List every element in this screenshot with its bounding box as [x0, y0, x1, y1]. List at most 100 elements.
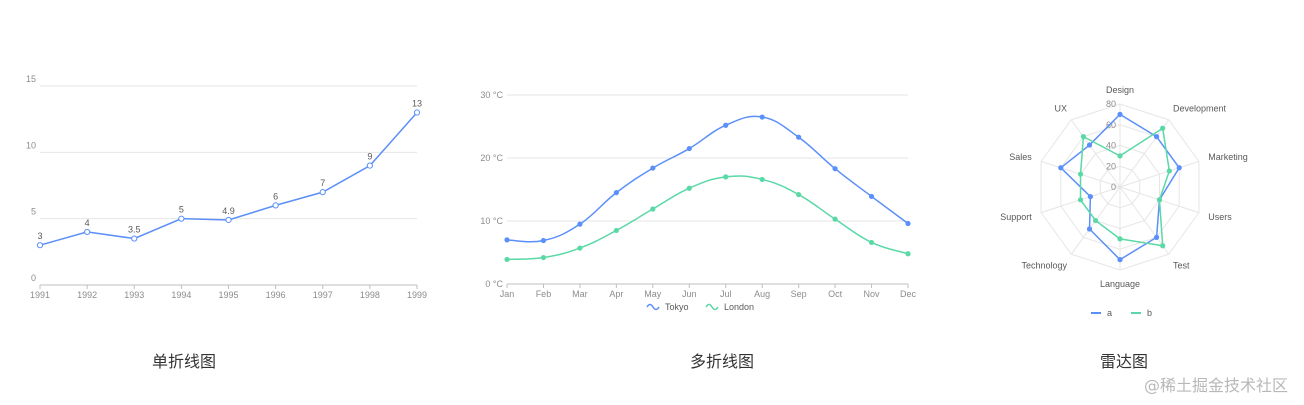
data-point [1156, 197, 1163, 203]
data-point [613, 190, 619, 196]
data-point [796, 191, 802, 198]
data-point [1117, 153, 1123, 159]
data-label: 3 [37, 231, 42, 241]
x-tick-label: 1993 [124, 290, 144, 300]
data-point [868, 239, 875, 246]
data-point [36, 242, 44, 249]
data-point [832, 216, 838, 222]
x-tick-label: 1996 [266, 290, 286, 300]
radar-chart: Design Development Marketing Users Test Langu… [1000, 85, 1248, 318]
radar-axis-label: Support [1000, 212, 1032, 222]
data-point [1117, 111, 1123, 117]
data-label: 13 [412, 99, 422, 109]
data-point [225, 216, 232, 224]
data-point [504, 256, 510, 263]
radar-axis-label: Language [1100, 279, 1140, 289]
data-point [1086, 226, 1093, 232]
radar-axis-label: Design [1106, 85, 1134, 95]
legend-label: London [724, 302, 754, 312]
legend-label: b [1147, 308, 1152, 318]
x-tick-label: May [644, 289, 662, 299]
data-label: 4.9 [222, 206, 235, 216]
x-tick-label: Jun [682, 289, 697, 299]
data-point [723, 122, 729, 128]
x-tick-label: Dec [900, 289, 917, 299]
y-tick-label: 30 °C [480, 90, 503, 100]
data-point [366, 162, 373, 169]
x-tick-label: Mar [572, 289, 588, 299]
y-tick-label: 10 [26, 140, 36, 150]
data-point [1117, 236, 1123, 242]
radar-axis-line [1119, 119, 1170, 188]
single-line-chart-caption: 单折线图 [151, 352, 217, 371]
data-label: 3.5 [128, 225, 141, 235]
data-point [272, 202, 279, 209]
single-line-chart: 0 5 10 15 1991 1992 1993 1994 1995 1996 1997 1998 19… [26, 74, 427, 300]
data-point [1058, 165, 1064, 171]
y-tick-label: 0 °C [485, 279, 503, 289]
data-point [686, 145, 692, 152]
watermark: @稀土掘金技术社区 [1143, 376, 1288, 395]
data-point [723, 174, 729, 180]
radar-chart-caption: 雷达图 [1099, 352, 1149, 371]
data-point [1176, 165, 1182, 171]
data-point [319, 189, 326, 196]
data-point [413, 109, 421, 116]
x-tick-label: Oct [828, 289, 843, 299]
radar-axis-line [1070, 119, 1121, 188]
data-point [1166, 168, 1172, 174]
legend-marker [646, 303, 660, 311]
x-tick-label: 1997 [313, 290, 333, 300]
data-point [1086, 142, 1093, 148]
radar-series-b [1079, 126, 1171, 247]
data-point [577, 221, 583, 227]
radar-tick-label: 0 [1111, 182, 1116, 192]
x-tick-label: 1991 [30, 290, 50, 300]
y-tick-label: 20 °C [480, 153, 503, 163]
x-tick-label: Jul [720, 289, 732, 299]
radar-tick-label: 40 [1106, 141, 1116, 151]
x-tick-label: Apr [609, 289, 623, 299]
legend-label: Tokyo [665, 302, 689, 312]
x-tick-label: Feb [536, 289, 552, 299]
data-point [1087, 194, 1093, 200]
y-tick-label: 15 [26, 74, 36, 84]
data-point [1153, 134, 1160, 140]
data-point [540, 254, 547, 261]
data-point [1160, 243, 1166, 249]
data-point [832, 166, 838, 172]
data-point [1093, 217, 1099, 224]
radar-axis-label: Sales [1009, 152, 1032, 162]
x-tick-label: 1994 [171, 290, 191, 300]
data-point [504, 237, 510, 243]
x-tick-label: Aug [754, 289, 770, 299]
data-point [1077, 197, 1084, 203]
data-label: 5 [179, 205, 184, 215]
x-tick-label: 1999 [407, 290, 427, 300]
data-label: 7 [320, 178, 325, 188]
data-point [577, 245, 583, 251]
radar-axis-label: Test [1173, 260, 1190, 270]
radar-axis-label: Development [1173, 104, 1227, 114]
data-point [1160, 125, 1166, 131]
data-point [905, 251, 911, 257]
data-point [686, 185, 692, 191]
data-point [650, 165, 656, 171]
x-tick-label: Jan [500, 289, 515, 299]
radar-tick-label: 60 [1106, 120, 1116, 130]
data-point [759, 176, 765, 183]
data-point [650, 206, 656, 212]
x-tick-label: 1995 [218, 290, 238, 300]
data-point [905, 220, 911, 227]
series-line [39, 112, 418, 246]
x-tick-label: 1992 [77, 290, 97, 300]
y-tick-label: 5 [31, 207, 36, 217]
data-point [613, 227, 619, 234]
series-line-tokyo [506, 115, 909, 243]
data-point [868, 193, 875, 200]
y-tick-label: 10 °C [480, 216, 503, 226]
x-tick-label: Nov [864, 289, 881, 299]
legend-marker [705, 303, 719, 311]
data-point [540, 237, 547, 244]
